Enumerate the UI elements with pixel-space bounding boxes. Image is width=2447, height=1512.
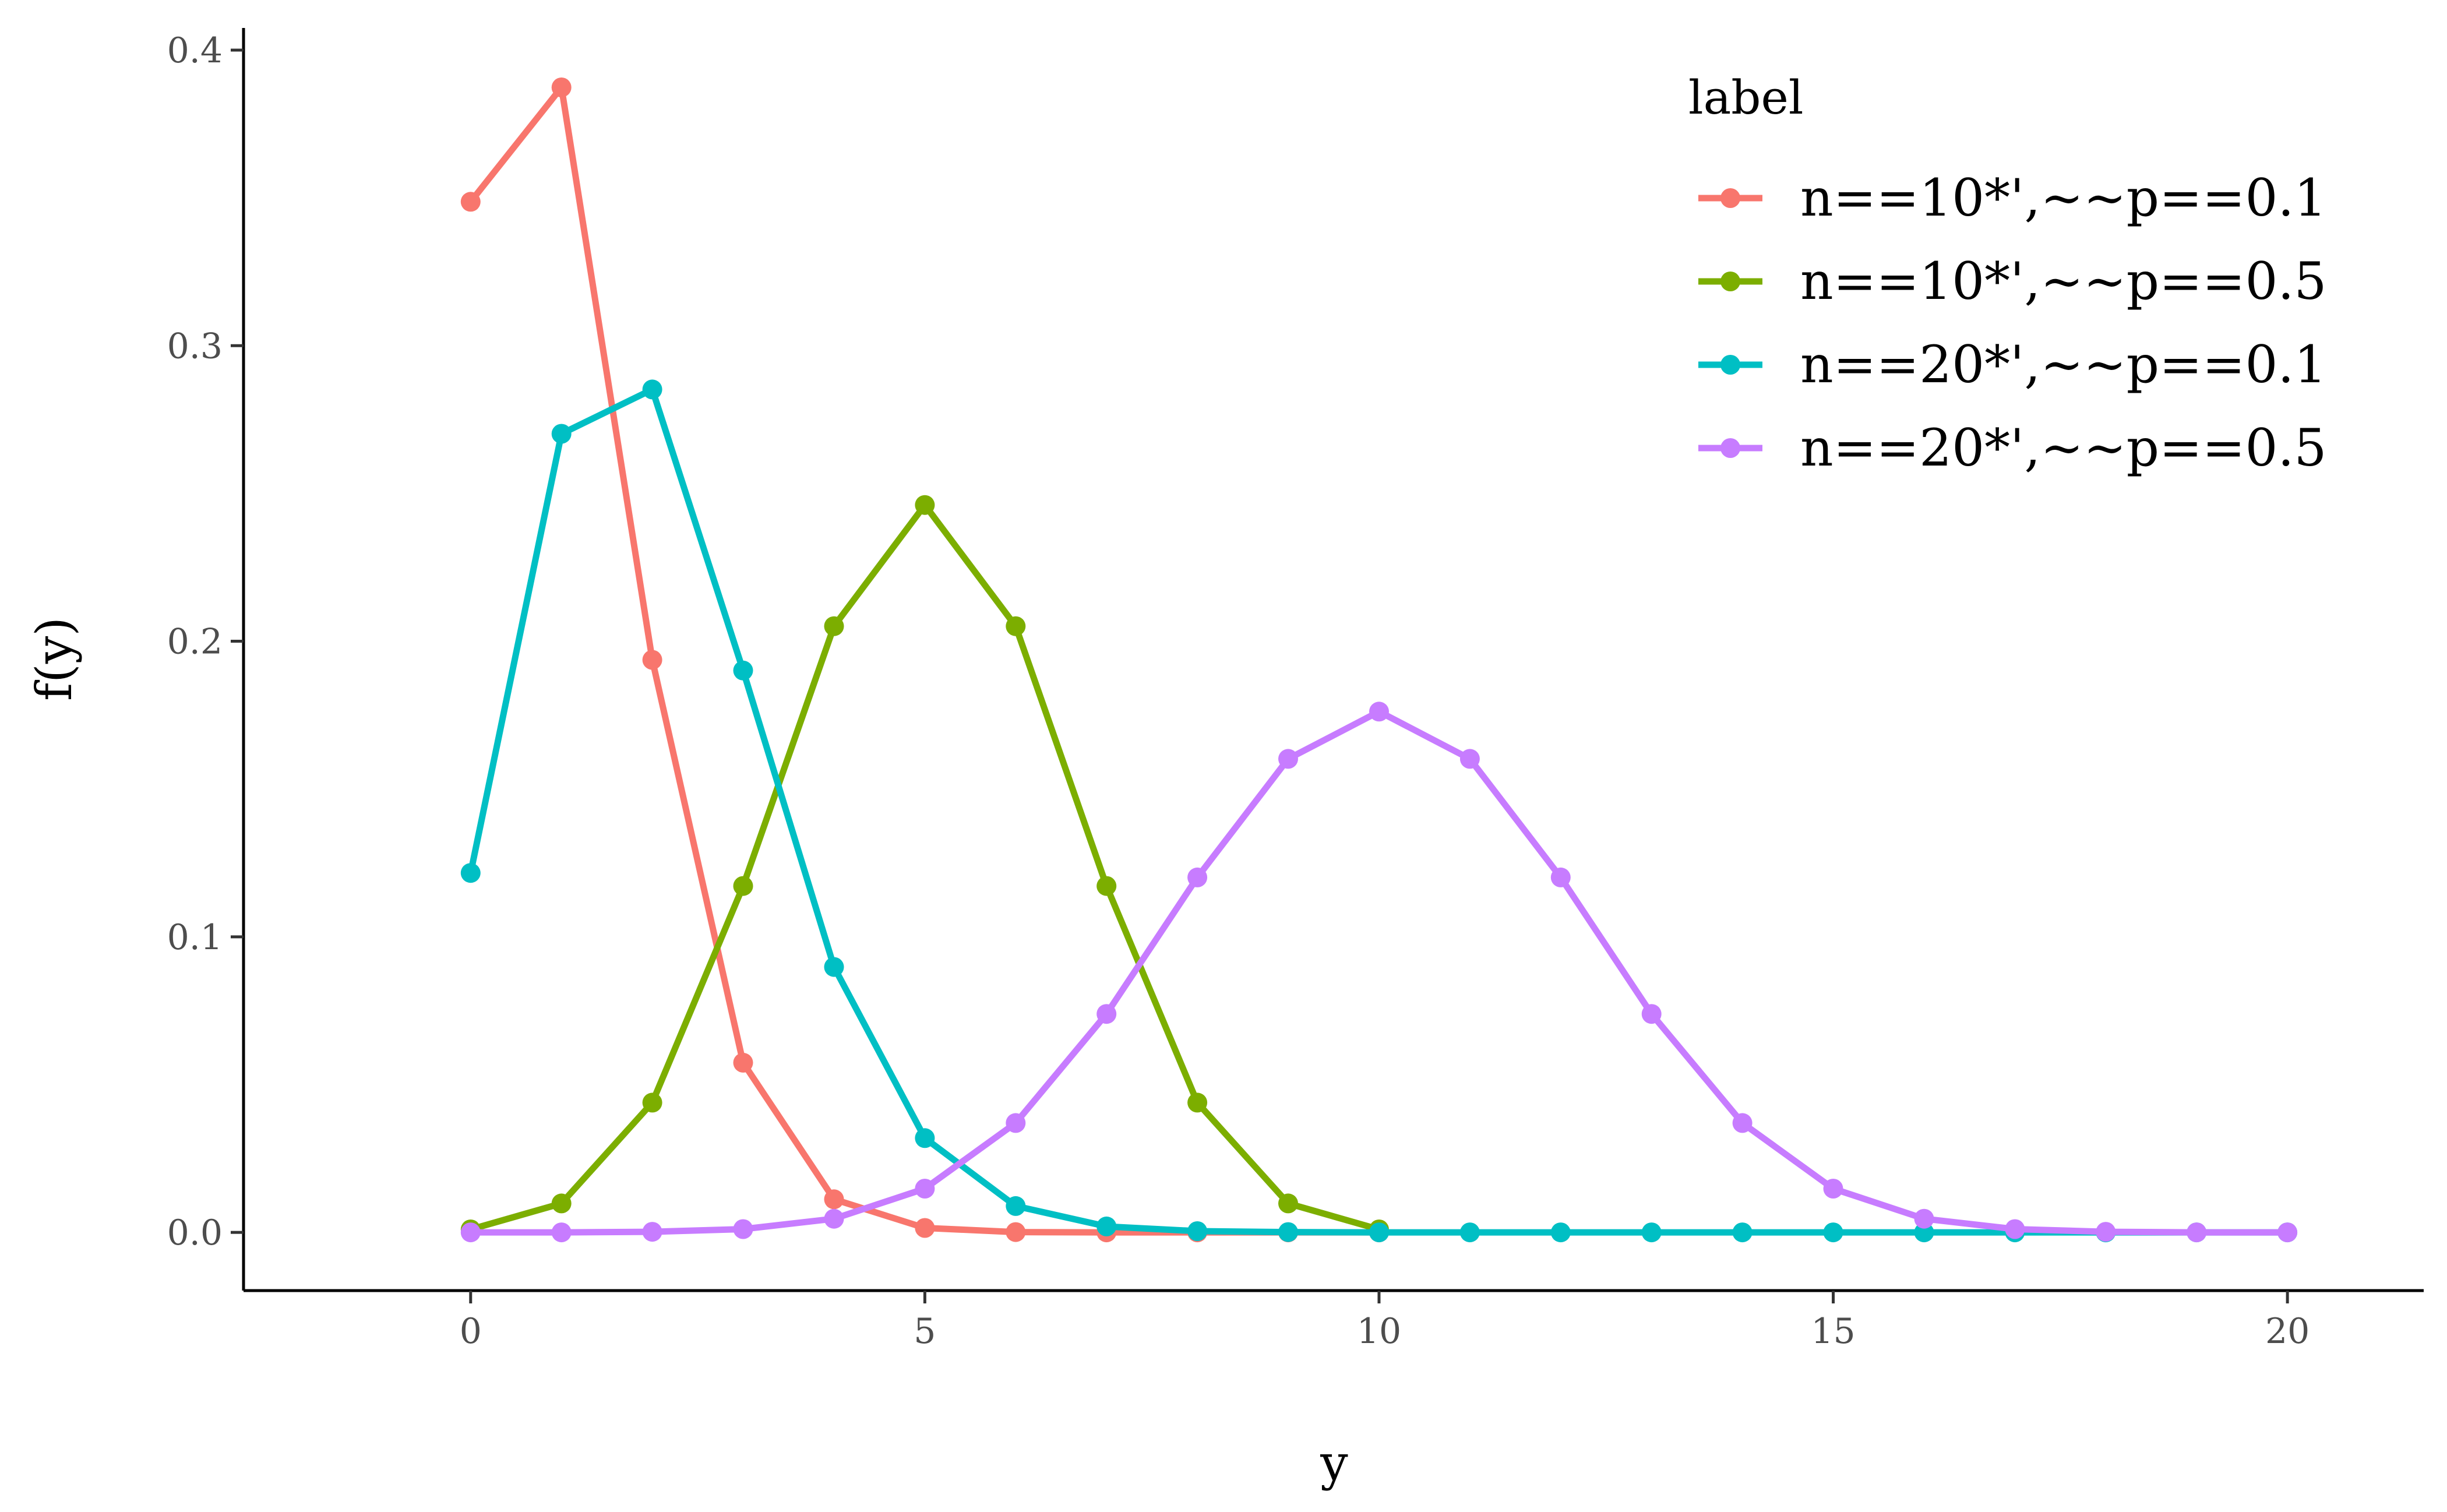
plot-series: [460, 77, 2298, 1243]
data-point: [1278, 1222, 1298, 1242]
x-tick-label: 20: [2265, 1311, 2310, 1352]
axes: 0 5 10 15 20 0.0 0.1 0.2 0.3 0.4: [167, 28, 2424, 1352]
y-tick-label: 0.1: [167, 917, 223, 958]
legend-key-point: [1720, 438, 1740, 458]
data-point: [1369, 1222, 1389, 1243]
y-tick-label: 0.4: [167, 30, 223, 71]
data-point: [824, 957, 844, 977]
data-point: [1096, 876, 1117, 896]
data-point: [2096, 1222, 2116, 1242]
data-point: [642, 1222, 662, 1242]
data-point: [915, 495, 935, 515]
x-tick-label: 10: [1357, 1311, 1401, 1352]
y-tick-label: 0.2: [167, 622, 223, 662]
data-point: [1278, 749, 1298, 769]
legend-label: n==20*',~~p==0.1: [1800, 334, 2327, 394]
y-axis-title: f(y): [26, 617, 83, 701]
data-point: [1369, 702, 1389, 722]
data-point: [915, 1179, 935, 1199]
data-point: [1006, 1196, 1026, 1216]
legend-item: n==10*',~~p==0.5: [1698, 251, 2327, 311]
legend-key-point: [1720, 355, 1740, 375]
data-point: [1096, 1216, 1117, 1236]
legend-items: n==10*',~~p==0.1 n==10*',~~p==0.5 n==20*',…: [1698, 168, 2327, 478]
data-point: [1006, 616, 1026, 636]
data-point: [2187, 1222, 2207, 1243]
y-ticks: 0.0 0.1 0.2 0.3 0.4: [167, 30, 244, 1253]
data-point: [1823, 1222, 1843, 1243]
legend-item: n==20*',~~p==0.1: [1698, 334, 2327, 394]
data-point: [551, 1193, 572, 1214]
data-point: [733, 660, 753, 681]
series-line: [470, 708, 2288, 1236]
legend-item: n==20*',~~p==0.5: [1698, 418, 2327, 478]
data-point: [915, 1218, 935, 1238]
x-ticks: 0 5 10 15 20: [460, 1291, 2310, 1352]
legend: label n==10*',~~p==0.1n==10*',~~p==0.5n=…: [1688, 71, 2327, 478]
data-point: [1732, 1222, 1753, 1243]
data-point: [824, 616, 844, 636]
data-point: [915, 1128, 935, 1148]
data-point: [1641, 1004, 1662, 1024]
data-point: [2005, 1219, 2025, 1239]
data-point: [1096, 1004, 1117, 1024]
data-point: [1187, 1092, 1208, 1113]
data-point: [1641, 1222, 1662, 1243]
legend-label: n==10*',~~p==0.1: [1800, 168, 2327, 228]
series-line: [470, 502, 1380, 1233]
data-point: [551, 424, 572, 444]
x-tick-label: 15: [1811, 1311, 1855, 1352]
data-point: [1187, 867, 1208, 887]
series-line: [467, 386, 2288, 1236]
data-point: [1732, 1113, 1753, 1133]
data-point: [460, 1222, 481, 1243]
legend-title: label: [1688, 71, 1803, 125]
data-point: [1914, 1222, 1934, 1243]
data-point: [1823, 1179, 1843, 1199]
data-point: [460, 192, 481, 212]
data-point: [1278, 1193, 1298, 1214]
data-point: [460, 863, 481, 883]
data-point: [642, 1092, 662, 1113]
series-1: [460, 77, 1389, 1243]
data-point: [733, 1219, 753, 1239]
data-point: [1550, 867, 1571, 887]
legend-key-point: [1720, 272, 1740, 291]
data-point: [642, 379, 662, 400]
x-tick-label: 5: [914, 1311, 936, 1352]
data-point: [733, 1052, 753, 1073]
data-point: [1459, 1222, 1480, 1243]
legend-label: n==10*',~~p==0.5: [1800, 251, 2327, 311]
data-point: [824, 1189, 844, 1210]
series-line: [468, 84, 1379, 1236]
series-3: [460, 379, 2298, 1243]
series-2: [460, 495, 1389, 1239]
data-point: [1006, 1222, 1026, 1242]
data-point: [2277, 1222, 2298, 1243]
data-point: [1550, 1222, 1571, 1243]
data-point: [642, 650, 662, 670]
y-tick-label: 0.3: [167, 326, 223, 366]
y-tick-label: 0.0: [167, 1213, 223, 1253]
data-point: [1459, 749, 1480, 769]
data-point: [1914, 1208, 1934, 1229]
data-point: [824, 1208, 844, 1229]
data-point: [1187, 1221, 1208, 1241]
data-point: [1006, 1113, 1026, 1133]
data-point: [551, 1222, 572, 1243]
legend-key-point: [1720, 188, 1740, 208]
data-point: [551, 77, 572, 97]
x-axis-title: y: [1320, 1435, 1348, 1492]
data-point: [733, 876, 753, 896]
legend-label: n==20*',~~p==0.5: [1800, 418, 2327, 478]
series-4: [460, 702, 2298, 1243]
legend-item: n==10*',~~p==0.1: [1698, 168, 2327, 228]
x-tick-label: 0: [460, 1311, 482, 1352]
